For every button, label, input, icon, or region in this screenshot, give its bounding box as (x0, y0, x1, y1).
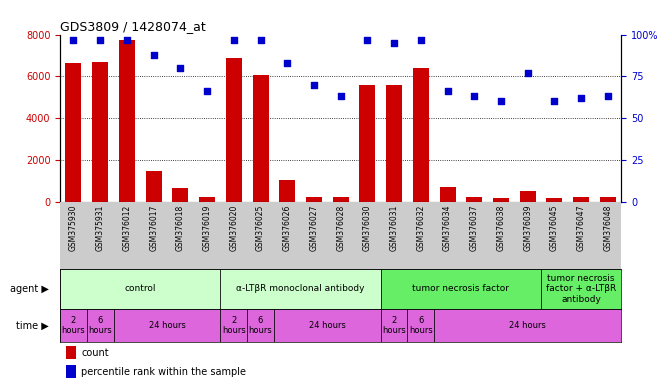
Point (255, 36, 266, 43)
Bar (60, 309, 87, 342)
Point (576, 95, 587, 101)
Bar (274, 309, 381, 342)
Bar (226, 58, 242, 202)
Text: GSM376038: GSM376038 (496, 205, 506, 252)
Text: 2
hours: 2 hours (222, 316, 246, 335)
Point (95, 36, 106, 43)
Text: GSM375931: GSM375931 (96, 205, 105, 252)
Text: GSM375930: GSM375930 (69, 205, 78, 252)
Point (202, 88, 212, 94)
Bar (65, 346, 76, 359)
Text: control: control (124, 285, 156, 293)
Point (335, 93, 346, 99)
Bar (413, 68, 429, 202)
Text: tumor necrosis factor: tumor necrosis factor (412, 285, 510, 293)
Point (496, 98, 506, 104)
Bar (440, 187, 456, 202)
Bar (253, 75, 269, 202)
Text: 6
hours: 6 hours (409, 316, 433, 335)
Bar (220, 309, 247, 342)
Text: GSM376028: GSM376028 (336, 205, 345, 251)
Point (148, 51, 159, 58)
Text: 6
hours: 6 hours (248, 316, 273, 335)
Bar (65, 63, 81, 202)
Bar (172, 188, 188, 202)
Text: GSM376020: GSM376020 (229, 205, 238, 252)
Bar (87, 309, 114, 342)
Text: time ▶: time ▶ (16, 320, 49, 331)
Bar (407, 309, 434, 342)
Text: agent ▶: agent ▶ (10, 284, 49, 294)
Text: 6
hours: 6 hours (88, 316, 112, 335)
Bar (493, 198, 509, 202)
Bar (520, 191, 536, 202)
Text: GSM376045: GSM376045 (550, 205, 559, 252)
Bar (541, 269, 621, 309)
Text: GSM376026: GSM376026 (283, 205, 292, 252)
Point (549, 98, 560, 104)
Bar (381, 309, 407, 342)
Bar (359, 84, 375, 202)
Bar (92, 62, 108, 202)
Bar (333, 197, 349, 202)
Bar (220, 269, 381, 309)
Bar (146, 171, 162, 202)
Bar (466, 197, 482, 202)
Bar (199, 197, 215, 202)
Bar (114, 309, 220, 342)
Bar (573, 197, 589, 202)
Text: GSM376012: GSM376012 (122, 205, 132, 251)
Text: GSM376048: GSM376048 (603, 205, 613, 252)
Text: GDS3809 / 1428074_at: GDS3809 / 1428074_at (60, 20, 206, 33)
Point (469, 93, 480, 99)
Text: 2
hours: 2 hours (382, 316, 406, 335)
Bar (381, 269, 541, 309)
Point (68, 36, 79, 43)
Text: GSM376031: GSM376031 (389, 205, 399, 252)
Text: GSM376034: GSM376034 (443, 205, 452, 252)
Text: 24 hours: 24 hours (148, 321, 186, 330)
Text: GSM376047: GSM376047 (576, 205, 586, 252)
Text: GSM376037: GSM376037 (470, 205, 479, 252)
Text: GSM376017: GSM376017 (149, 205, 158, 252)
Point (415, 36, 426, 43)
Text: α-LTβR monoclonal antibody: α-LTβR monoclonal antibody (236, 285, 365, 293)
Text: count: count (81, 348, 109, 358)
Point (309, 81, 319, 88)
Text: GSM376018: GSM376018 (176, 205, 185, 251)
Point (362, 36, 373, 43)
Bar (546, 199, 562, 202)
Text: GSM376039: GSM376039 (523, 205, 532, 252)
Point (442, 88, 453, 94)
Bar (60, 269, 220, 309)
Point (282, 60, 293, 66)
Bar (600, 197, 616, 202)
Point (228, 36, 239, 43)
Point (122, 36, 132, 43)
Point (175, 65, 186, 71)
Bar (306, 197, 322, 202)
Bar (434, 309, 621, 342)
Text: percentile rank within the sample: percentile rank within the sample (81, 367, 246, 377)
Bar (247, 309, 274, 342)
Point (603, 93, 613, 99)
Text: GSM376030: GSM376030 (363, 205, 372, 252)
Bar (279, 180, 295, 202)
Text: GSM376019: GSM376019 (202, 205, 212, 252)
Text: 2
hours: 2 hours (61, 316, 86, 335)
Point (522, 70, 533, 76)
Text: GSM376032: GSM376032 (416, 205, 426, 252)
Bar (65, 365, 76, 378)
Text: tumor necrosis
factor + α-LTβR
antibody: tumor necrosis factor + α-LTβR antibody (546, 274, 617, 304)
Text: 24 hours: 24 hours (509, 321, 546, 330)
Text: GSM376025: GSM376025 (256, 205, 265, 252)
Bar (386, 85, 402, 202)
Point (389, 40, 399, 46)
Text: 24 hours: 24 hours (309, 321, 346, 330)
Text: GSM376027: GSM376027 (309, 205, 319, 252)
Bar (119, 40, 135, 202)
